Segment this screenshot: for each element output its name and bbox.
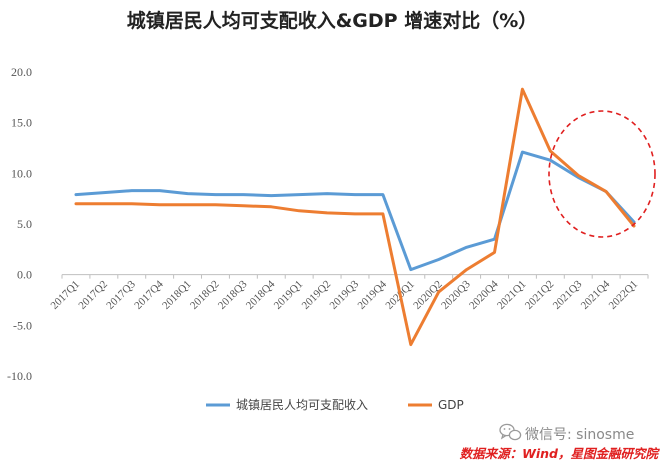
y-tick-label: 20.0 [11,65,32,79]
x-tick-label: 2018Q3 [216,278,250,312]
x-tick-label: 2017Q3 [104,278,138,312]
y-tick-label: -10.0 [7,369,32,383]
data-point [298,193,301,196]
data-point [158,203,161,206]
data-point [74,202,77,205]
x-tick-label: 2021Q4 [579,278,613,312]
y-tick-label: 5.0 [17,217,32,231]
data-point [102,202,105,205]
chart-title: 城镇居民人均可支配收入&GDP 增速对比（%） [127,9,538,32]
legend-label: GDP [438,398,464,412]
data-point [437,290,440,293]
x-tick-label: 2020Q4 [467,278,501,312]
data-point [577,174,580,177]
x-tick-label: 2019Q1 [272,278,306,312]
x-tick-label: 2018Q1 [160,278,194,312]
x-tick-label: 2022Q1 [607,278,641,312]
legend: 城镇居民人均可支配收入 GDP [206,398,464,412]
highlight-ellipse [548,110,656,238]
x-tick-label: 2018Q4 [244,278,278,312]
data-point [409,268,412,271]
data-point [270,205,273,208]
x-tick-label: 2021Q1 [495,278,529,312]
data-point [102,191,105,194]
x-axis: 2017Q12017Q22017Q32017Q42018Q12018Q22018… [49,274,649,312]
y-tick-label: 0.0 [17,268,32,282]
data-point [270,194,273,197]
series-line-1 [74,87,636,347]
x-tick-label: 2018Q2 [188,278,222,312]
data-point [549,159,552,162]
data-point [409,343,412,346]
data-point [549,150,552,153]
data-point [186,203,189,206]
data-point [242,204,245,207]
y-tick-label: -5.0 [13,318,32,332]
source-note: 数据来源：Wind，星图金融研究院 [460,446,661,461]
data-point [465,268,468,271]
x-tick-label: 2019Q2 [300,278,334,312]
data-point [354,193,357,196]
data-point [242,193,245,196]
y-tick-label: 10.0 [11,166,32,180]
x-tick-label: 2017Q1 [49,278,83,312]
data-point [465,246,468,249]
data-point [605,190,608,193]
series-line-0 [74,150,636,272]
data-point [521,88,524,91]
data-point [437,258,440,261]
x-tick-label: 2017Q4 [132,278,166,312]
data-point [381,212,384,215]
x-tick-label: 2021Q3 [551,278,585,312]
data-point [214,203,217,206]
x-tick-label: 2019Q3 [328,278,362,312]
wechat-icon [499,423,522,441]
data-point [326,211,329,214]
data-point [158,189,161,192]
data-point [493,251,496,254]
data-point [521,151,524,154]
watermark-text: 微信号: sinosme [525,427,634,443]
data-point [298,209,301,212]
data-point [130,202,133,205]
x-tick-label: 2020Q2 [411,278,445,312]
legend-label: 城镇居民人均可支配收入 [236,398,368,412]
data-point [186,192,189,195]
x-tick-label: 2017Q2 [76,278,110,312]
x-tick-label: 2021Q2 [523,278,557,312]
x-tick-label: 2020Q3 [439,278,473,312]
data-point [354,212,357,215]
x-tick-label: 2019Q4 [355,278,389,312]
plot-area [74,87,636,347]
y-axis: -10.0 -5.0 0.0 5.0 10.0 15.0 20.0 [7,65,32,383]
data-point [74,193,77,196]
data-point [381,193,384,196]
watermark: 微信号: sinosme [499,423,634,443]
y-tick-label: 15.0 [11,116,32,130]
data-point [214,193,217,196]
data-point [326,192,329,195]
data-point [130,189,133,192]
